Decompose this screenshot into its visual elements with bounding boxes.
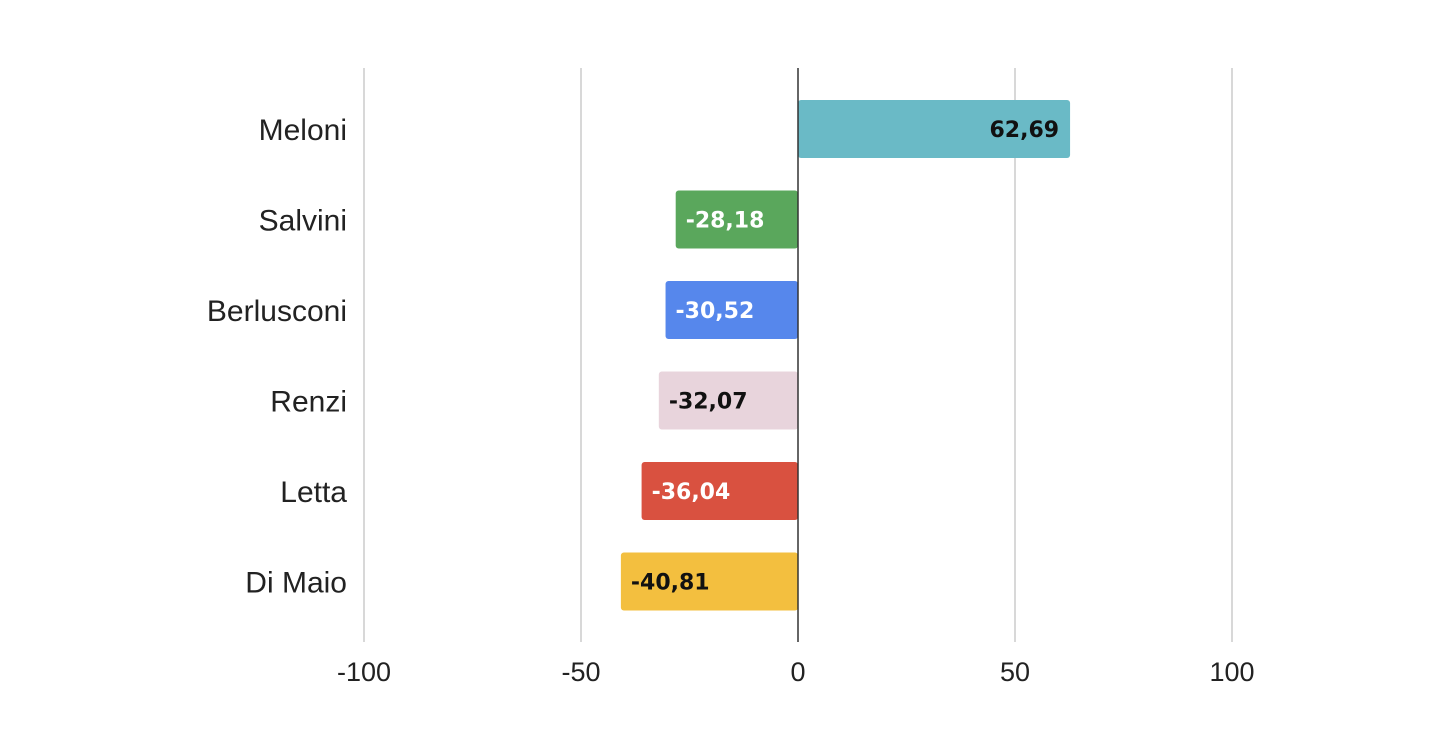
x-tick-label: -100	[337, 657, 391, 687]
x-tick-label: 100	[1209, 657, 1254, 687]
value-label: -30,52	[676, 299, 755, 324]
bar	[675, 190, 798, 249]
bar	[658, 371, 798, 430]
x-tick-label: 50	[1000, 657, 1030, 687]
category-label: Meloni	[259, 114, 347, 147]
value-label: -36,04	[652, 480, 731, 505]
category-label: Berlusconi	[207, 295, 347, 328]
category-label: Letta	[280, 476, 347, 509]
value-label: 62,69	[989, 118, 1059, 143]
x-tick-label: -50	[561, 657, 600, 687]
category-label: Di Maio	[245, 567, 347, 600]
bar	[620, 552, 798, 611]
label-layer: -100 -50 0 50 100 Meloni 62,69 Salvini -28,18 Ber…	[207, 114, 1255, 687]
bar	[798, 100, 1071, 158]
bar	[665, 281, 798, 339]
grid-layer	[363, 68, 1233, 642]
bar	[641, 462, 798, 520]
value-label: -40,81	[631, 571, 710, 596]
category-label: Salvini	[259, 205, 347, 238]
value-label: -32,07	[669, 390, 748, 415]
x-tick-label: 0	[790, 657, 805, 687]
category-label: Renzi	[270, 386, 347, 419]
value-label: -28,18	[686, 209, 765, 234]
bar-layer	[620, 100, 1071, 611]
